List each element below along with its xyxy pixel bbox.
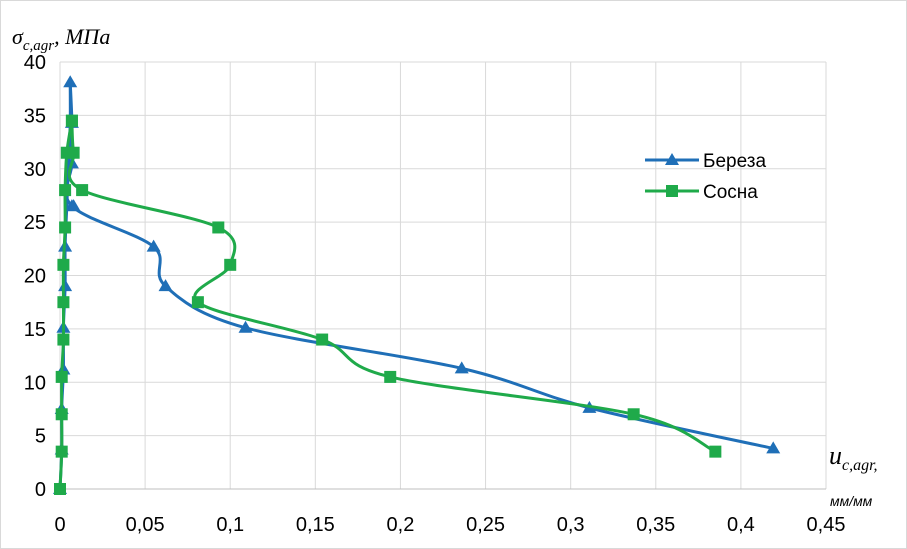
data-point <box>63 75 78 88</box>
x-axis-subscript: c,agr, <box>842 457 878 474</box>
series-sosna <box>54 114 722 495</box>
data-point <box>766 441 781 454</box>
series-line <box>64 82 774 450</box>
legend-marker <box>666 185 678 197</box>
data-point <box>55 370 68 383</box>
x-tick-label: 0,15 <box>296 514 335 536</box>
y-axis-title: σc,agr, МПа <box>12 24 110 54</box>
data-point <box>191 296 204 309</box>
x-tick-label: 0,3 <box>557 514 585 536</box>
data-point <box>224 258 237 271</box>
data-point <box>384 370 397 383</box>
x-tick-label: 0,05 <box>126 514 165 536</box>
x-tick-label: 0,25 <box>466 514 505 536</box>
data-point <box>627 408 640 421</box>
x-axis-symbol: u <box>829 441 842 470</box>
data-point <box>66 199 81 212</box>
data-point <box>60 146 73 159</box>
data-point <box>59 221 72 234</box>
data-point <box>316 333 329 346</box>
grid-lines <box>59 61 827 490</box>
data-point <box>67 146 80 159</box>
data-point <box>238 320 253 333</box>
y-tick-label: 15 <box>24 319 46 341</box>
y-tick-label: 30 <box>24 159 46 181</box>
y-tick-label: 0 <box>35 479 46 501</box>
y-tick-label: 25 <box>24 212 46 234</box>
legend: Береза Сосна <box>645 151 766 203</box>
legend-marker <box>665 153 679 165</box>
data-point <box>709 445 722 458</box>
data-point <box>59 184 72 197</box>
data-point <box>454 361 469 374</box>
y-tick-label: 10 <box>24 372 46 394</box>
data-point <box>146 239 161 252</box>
x-tick-label: 0,4 <box>727 514 755 536</box>
x-tick-label: 0 <box>54 514 65 536</box>
data-point <box>58 279 73 292</box>
data-point <box>65 114 78 127</box>
x-tick-label: 0,35 <box>636 514 675 536</box>
tick-labels: 0 5 10 15 20 25 30 35 40 0 0,05 0,1 0,15 0,2 0,25 0,3 0,… <box>24 52 846 536</box>
y-tick-label: 20 <box>24 266 46 288</box>
data-point <box>212 221 225 234</box>
legend-label: Береза <box>703 151 766 172</box>
x-tick-label: 0,2 <box>387 514 415 536</box>
data-point <box>55 408 68 421</box>
data-point <box>57 296 70 309</box>
y-tick-label: 5 <box>35 426 46 448</box>
y-axis-subscript: c,agr <box>23 38 54 54</box>
x-axis-unit: мм/мм <box>830 493 873 509</box>
data-point <box>57 333 70 346</box>
series-group <box>53 75 781 495</box>
x-axis-title: uc,agr, <box>829 441 878 474</box>
y-tick-label: 35 <box>24 105 46 127</box>
data-point <box>76 184 89 197</box>
y-tick-label: 40 <box>24 52 46 74</box>
y-axis-unit: , МПа <box>54 24 110 49</box>
series-bereza <box>53 75 781 494</box>
legend-label: Сосна <box>703 182 758 203</box>
y-axis-symbol: σ <box>12 24 24 49</box>
data-point <box>55 445 68 458</box>
data-point <box>54 483 66 495</box>
x-tick-label: 0,1 <box>216 514 244 536</box>
x-tick-label: 0,45 <box>807 514 846 536</box>
data-point <box>57 258 70 271</box>
data-point <box>158 279 173 292</box>
